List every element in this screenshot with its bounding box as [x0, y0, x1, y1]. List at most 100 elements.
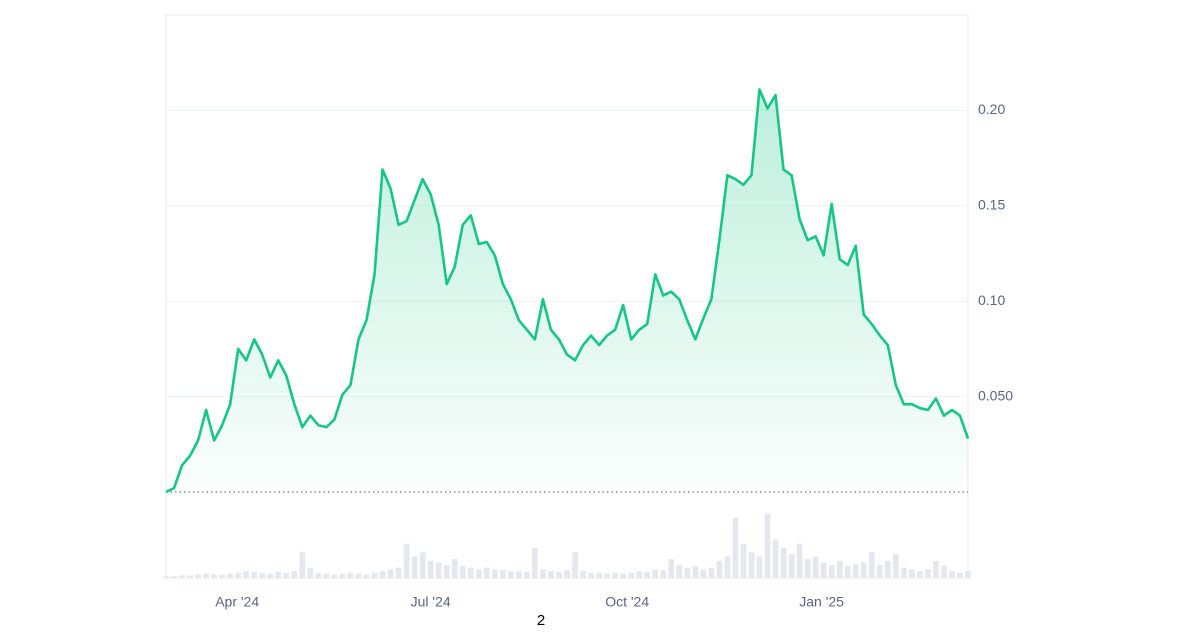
volume-bar [764, 513, 771, 578]
volume-bar [500, 570, 506, 578]
volume-bar [467, 567, 474, 578]
volume-bar [371, 572, 378, 578]
volume-bar [435, 562, 442, 578]
volume-bar [941, 565, 947, 578]
volume-bar [243, 571, 250, 578]
volume-bar [884, 560, 891, 578]
volume-bar [443, 565, 450, 578]
volume-bar [419, 552, 426, 578]
volume-bar [804, 559, 811, 578]
volume-bar [524, 571, 530, 578]
volume-bar [949, 571, 955, 578]
volume-bar [740, 543, 747, 578]
volume-bar [820, 562, 827, 578]
volume-bar [187, 575, 193, 578]
volume-bar [901, 567, 907, 578]
volume-bar [235, 572, 241, 578]
volume-bar [331, 574, 338, 578]
x-tick-label: Oct '24 [605, 594, 649, 610]
volume-bar [540, 569, 546, 578]
volume-bar [459, 565, 466, 578]
y-tick-label: 0.050 [978, 387, 1013, 403]
volume-bar [812, 556, 819, 578]
volume-bar [676, 565, 683, 578]
volume-bar [211, 574, 217, 578]
x-tick-label: Apr '24 [215, 594, 259, 610]
volume-bar [636, 571, 642, 578]
volume-bar [492, 569, 498, 578]
volume-bar [780, 547, 787, 578]
volume-bar [411, 556, 418, 578]
volume-bar [556, 571, 562, 578]
price-line [165, 88, 970, 494]
volume-bar [548, 571, 554, 578]
volume-bar [508, 571, 514, 578]
volume-bar [660, 570, 667, 578]
volume-bar [925, 569, 931, 578]
volume-bar [259, 572, 266, 578]
volume-bar [788, 553, 795, 578]
volume-bar [203, 573, 209, 578]
volume-bar [933, 560, 939, 578]
volume-bar [532, 547, 538, 578]
volume-bar [668, 559, 675, 578]
volume-bar [307, 567, 314, 578]
volume-bar [644, 571, 651, 578]
x-tick-label: Jul '24 [411, 594, 451, 610]
y-tick-label: 0.20 [978, 101, 1005, 117]
volume-bar [796, 543, 803, 578]
volume-bar [572, 552, 578, 578]
volume-bar [451, 559, 458, 578]
volume-bar [756, 556, 763, 578]
volume-bar [708, 567, 715, 578]
volume-bar [724, 556, 731, 578]
volume-bar [483, 567, 490, 578]
volume-bar [195, 574, 201, 578]
volume-bar [291, 571, 298, 578]
volume-bar [596, 572, 602, 578]
volume-bar [692, 565, 699, 578]
volume-bar [836, 560, 843, 578]
volume-bar [163, 576, 169, 578]
volume-bar [179, 575, 185, 578]
volume-bar [612, 572, 618, 578]
volume-bar [299, 552, 306, 578]
volume-bar [917, 571, 923, 578]
volume-bar [700, 569, 707, 578]
volume-bar [283, 572, 290, 578]
volume-bar [516, 571, 522, 578]
volume-bar [387, 569, 394, 578]
volume-bar [893, 553, 899, 578]
volume-bar [403, 543, 410, 578]
volume-bar [828, 565, 835, 578]
volume-bar [315, 572, 322, 578]
volume-bar [347, 572, 354, 578]
volume-bar [772, 539, 779, 578]
volume-bar [957, 572, 963, 578]
volume-bar [275, 571, 282, 578]
volume-bar [475, 569, 482, 578]
volume-bar [379, 571, 386, 578]
volume-bar [909, 569, 915, 578]
volume-bar [620, 573, 626, 578]
volume-bar [748, 552, 755, 578]
price-area [166, 89, 968, 492]
page-number: 2 [537, 612, 545, 628]
volume-bar [604, 573, 610, 578]
volume-bar [844, 565, 851, 578]
volume-bar [171, 576, 177, 578]
volume-bar [564, 570, 570, 578]
volume-bar [267, 573, 274, 578]
volume-bar [652, 569, 659, 578]
volume-bar [852, 564, 859, 578]
x-tick-label: Jan '25 [799, 594, 844, 610]
volume-bar [427, 560, 434, 578]
volume-bar [395, 567, 402, 578]
volume-bar [876, 565, 883, 578]
volume-bar [588, 572, 594, 578]
volume-bar [339, 573, 346, 578]
volume-bar [227, 573, 233, 578]
volume-bar [628, 572, 634, 578]
volume-bar [323, 573, 330, 578]
volume-bar [355, 573, 362, 578]
